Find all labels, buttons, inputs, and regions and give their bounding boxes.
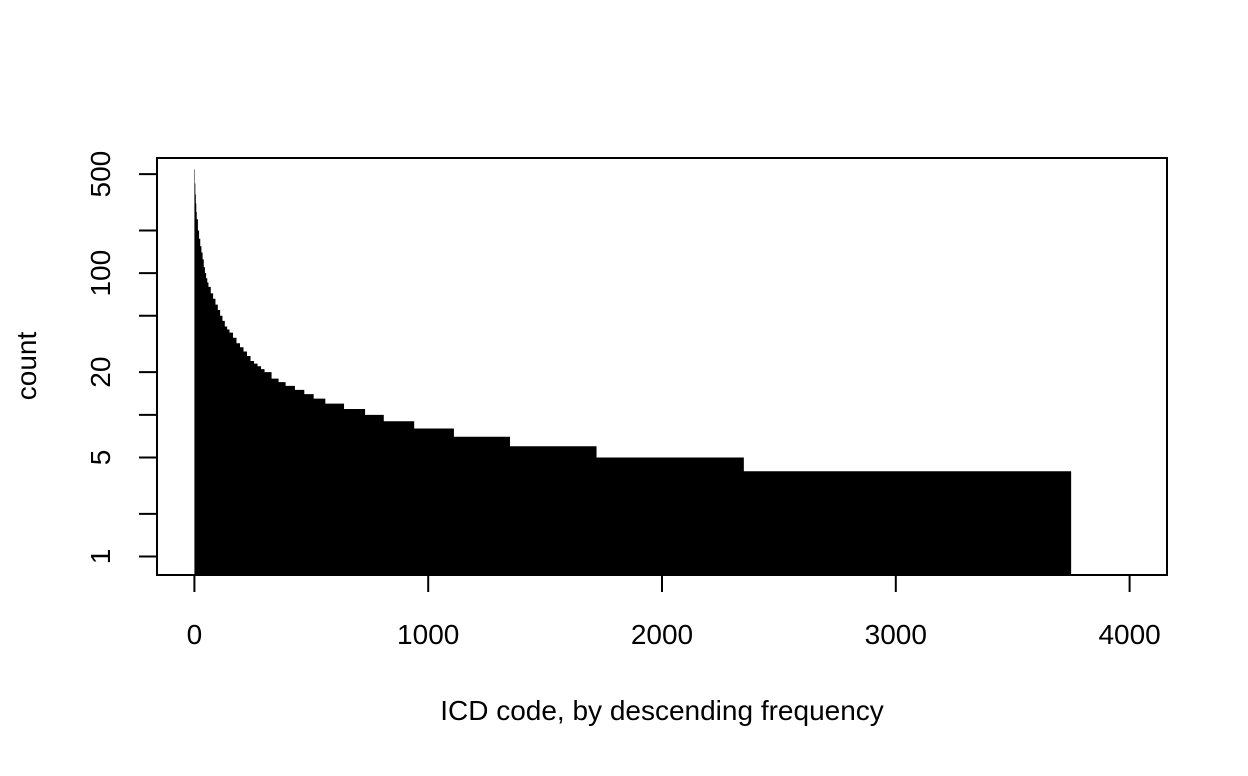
- x-tick-label: 2000: [631, 619, 693, 650]
- x-tick-label: 4000: [1098, 619, 1160, 650]
- y-tick-label: 1: [85, 549, 116, 565]
- x-tick-label: 0: [187, 619, 203, 650]
- y-tick-label: 100: [85, 250, 116, 297]
- x-tick-label: 3000: [865, 619, 927, 650]
- area-series-fill: [194, 169, 1072, 575]
- x-axis-title: ICD code, by descending frequency: [440, 695, 884, 726]
- y-axis-title: count: [11, 332, 42, 401]
- y-tick-label: 20: [85, 357, 116, 388]
- y-tick-label: 500: [85, 151, 116, 198]
- y-tick-label: 5: [85, 450, 116, 466]
- y-axis: 1 5 20 100 500: [85, 151, 158, 565]
- x-axis: 0 1000 2000 3000 4000: [187, 574, 1161, 650]
- x-tick-label: 1000: [397, 619, 459, 650]
- plot-area: [194, 169, 1072, 575]
